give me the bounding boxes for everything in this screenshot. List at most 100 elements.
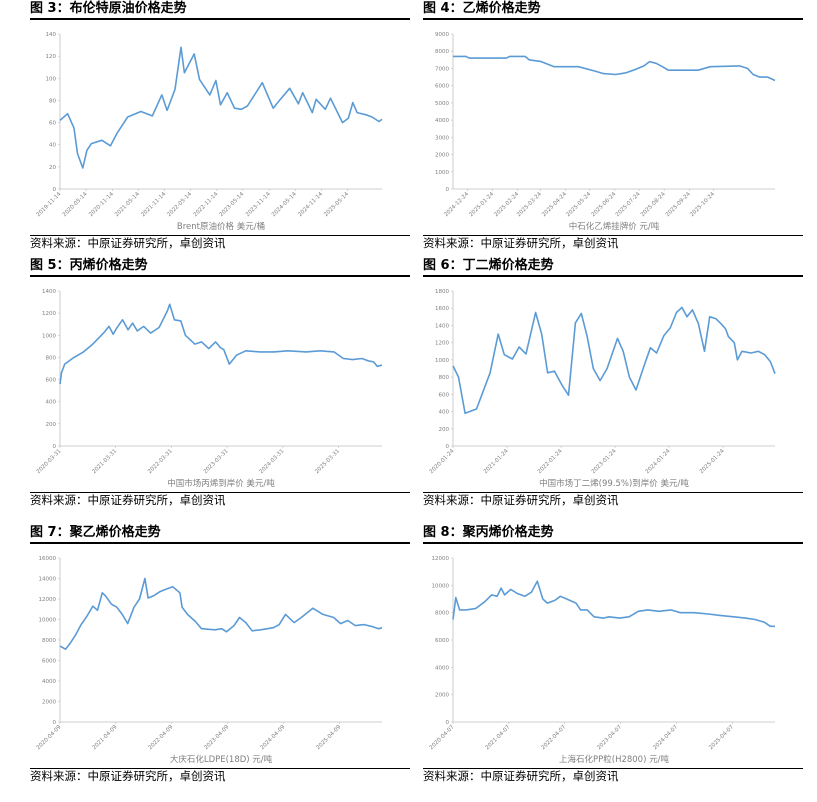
source-note: 资料来源：中原证券研究所，卓创资讯 (423, 769, 619, 783)
y-tick-label: 0 (53, 720, 57, 726)
x-tick-label: 2023-03-31 (203, 448, 230, 475)
x-tick-label: 2025-05-14 (323, 191, 350, 218)
x-tick-label: 2023-11-14 (245, 191, 272, 218)
source-note: 资料来源：中原证券研究所，卓创资讯 (30, 493, 226, 507)
figure-title: 图 7：聚乙烯价格走势 (30, 525, 161, 540)
x-tick-label: 2021-04-09 (92, 724, 119, 751)
y-tick-label: 6000 (42, 659, 56, 665)
y-tick-label: 200 (46, 422, 57, 428)
y-tick-label: 6000 (435, 84, 449, 90)
y-tick-label: 1800 (435, 289, 449, 295)
y-tick-label: 800 (439, 375, 450, 381)
x-tick-label: 2025-05-24 (565, 191, 592, 218)
figure-5-panel: 图 5：丙烯价格走势 0 200 400 600 800 1000 1200 1400 2020… (30, 257, 410, 508)
top-rule (423, 18, 803, 20)
x-tick-label: 2025-03-24 (516, 191, 543, 218)
y-tick-label: 1000 (435, 170, 449, 176)
y-tick-label: 9000 (435, 32, 449, 38)
bottom-rule (30, 768, 410, 769)
y-tick-label: 4000 (435, 665, 449, 671)
bottom-rule (30, 492, 410, 493)
y-tick-label: 7000 (435, 66, 449, 72)
x-tick-label: 2022-04-07 (540, 724, 567, 751)
y-tick-label: 1400 (42, 289, 56, 295)
x-tick-label: 2025-04-07 (708, 724, 735, 751)
x-tick-label: 2025-07-24 (615, 191, 642, 218)
figure-8-panel: 图 8：聚丙烯价格走势 0 2000 4000 6000 8000 10000 12000 2… (423, 524, 803, 784)
y-tick-label: 40 (49, 143, 56, 149)
y-tick-label: 8000 (435, 49, 449, 55)
y-tick-label: 14000 (39, 577, 57, 583)
x-tick-label: 2020-05-14 (62, 191, 89, 218)
y-tick-label: 60 (49, 121, 56, 127)
x-tick-label: 2024-04-09 (260, 724, 287, 751)
price-series-line (59, 577, 383, 650)
top-rule (30, 18, 410, 20)
x-tick-label: 2020-04-07 (429, 724, 456, 751)
bottom-rule (423, 492, 803, 493)
y-tick-label: 1000 (435, 358, 449, 364)
y-tick-label: 10000 (39, 618, 57, 624)
y-tick-label: 16000 (39, 556, 57, 562)
x-tick-label: 2023-05-14 (219, 191, 246, 218)
y-tick-label: 2000 (435, 153, 449, 159)
y-tick-label: 80 (49, 98, 56, 104)
x-tick-label: 2020-04-09 (36, 724, 63, 751)
y-tick-label: 4000 (42, 679, 56, 685)
figure-title: 图 4：乙烯价格走势 (423, 1, 541, 16)
x-axis-title: 中国市场丁二烯(99.5%)到岸价 美元/吨 (539, 478, 689, 489)
x-tick-label: 2025-10-24 (689, 191, 716, 218)
y-tick-label: 200 (439, 427, 450, 433)
x-tick-label: 2022-04-09 (148, 724, 175, 751)
y-tick-label: 1200 (435, 341, 449, 347)
x-tick-label: 2025-08-24 (640, 191, 667, 218)
y-tick-label: 100 (46, 76, 57, 82)
y-tick-label: 400 (439, 410, 450, 416)
y-tick-label: 0 (446, 444, 450, 450)
x-tick-label: 2019-11-14 (36, 191, 63, 218)
y-tick-label: 0 (53, 187, 57, 193)
x-tick-label: 2023-04-07 (596, 724, 623, 751)
x-tick-label: 2025-04-09 (315, 724, 342, 751)
figure-title: 图 3：布伦特原油价格走势 (30, 1, 187, 16)
price-series-line (453, 55, 776, 82)
price-series-line (452, 580, 775, 628)
y-tick-label: 10000 (432, 583, 450, 589)
x-tick-label: 2024-11-14 (297, 191, 324, 218)
y-tick-label: 1000 (42, 333, 56, 339)
price-series-line (452, 306, 776, 415)
x-tick-label: 2024-03-31 (259, 448, 286, 475)
figure-4-panel: 图 4：乙烯价格走势 0 1000 2000 3000 4000 5000 6000 7000… (423, 0, 803, 251)
butadiene-chart: 0 200 400 600 800 1000 1200 1400 1600 1800 2020-01… (429, 289, 776, 489)
source-note: 资料来源：中原证券研究所，卓创资讯 (30, 769, 226, 783)
price-series-line (59, 46, 383, 169)
x-tick-label: 2025-01-24 (468, 191, 495, 218)
x-axis-title: Brent原油价格 美元/桶 (177, 221, 265, 232)
x-axis-title: 中石化乙烯挂牌价 元/吨 (569, 221, 660, 232)
price-series-line (59, 303, 383, 385)
y-tick-label: 400 (46, 400, 57, 406)
x-tick-label: 2024-05-14 (271, 191, 298, 218)
y-tick-label: 20 (49, 165, 56, 171)
y-tick-label: 8000 (42, 638, 56, 644)
figure-6-panel: 图 6：丁二烯价格走势 0 200 400 600 800 1000 1200 1400 160… (423, 257, 803, 508)
x-tick-label: 2021-03-31 (91, 448, 118, 475)
y-tick-label: 6000 (435, 638, 449, 644)
y-tick-label: 4000 (435, 118, 449, 124)
y-tick-label: 12000 (39, 597, 57, 603)
top-rule (30, 275, 410, 277)
y-tick-label: 600 (439, 392, 450, 398)
x-tick-label: 2022-01-24 (537, 448, 564, 475)
figure-title: 图 8：聚丙烯价格走势 (423, 525, 554, 540)
y-tick-label: 2000 (435, 693, 449, 699)
x-tick-label: 2021-01-24 (483, 448, 510, 475)
y-tick-label: 0 (446, 720, 450, 726)
x-axis-title: 中国市场丙烯到岸价 美元/吨 (167, 478, 275, 489)
y-tick-label: 120 (46, 54, 57, 60)
figure-title: 图 6：丁二烯价格走势 (423, 258, 554, 273)
top-rule (30, 542, 410, 544)
y-tick-label: 1400 (435, 323, 449, 329)
x-tick-label: 2021-11-14 (140, 191, 167, 218)
source-note: 资料来源：中原证券研究所，卓创资讯 (423, 236, 619, 250)
y-tick-label: 1200 (42, 311, 56, 317)
